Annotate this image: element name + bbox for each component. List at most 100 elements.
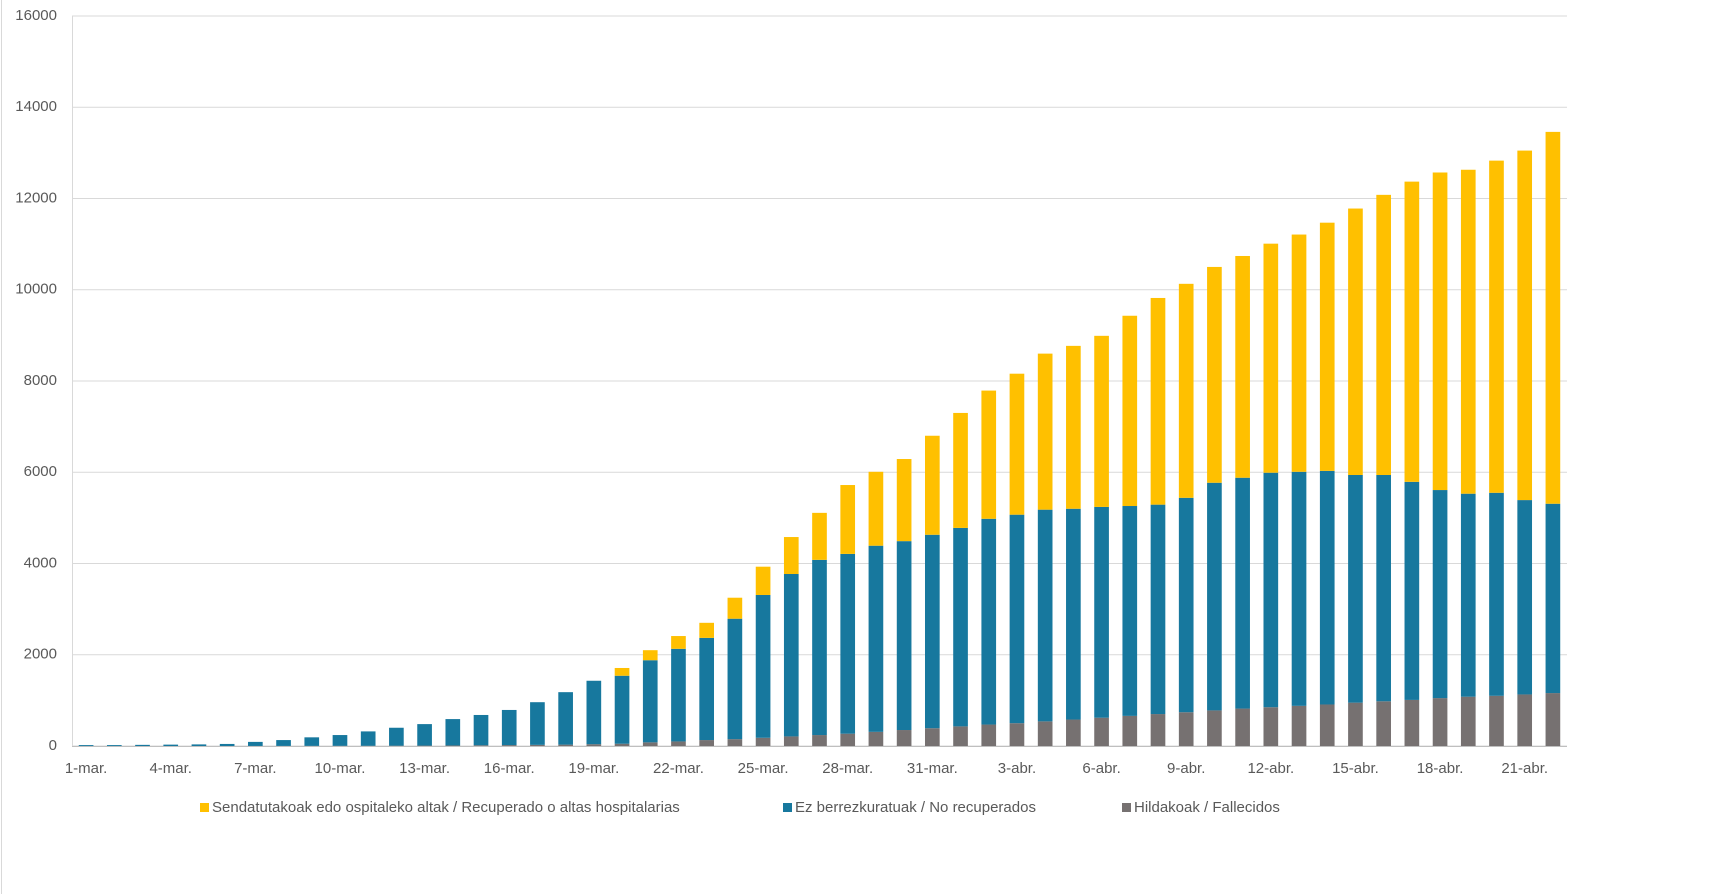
bar-segment: [642, 650, 658, 661]
bar-segment: [1319, 704, 1335, 746]
bar-segment: [1545, 131, 1561, 504]
legend-swatch: [1122, 803, 1131, 812]
bar-segment: [953, 412, 968, 528]
bar-segment: [1009, 723, 1025, 746]
bar-segment: [501, 709, 517, 746]
bar-segment: [840, 733, 856, 746]
bar-segment: [1009, 514, 1025, 724]
bar-segment: [332, 735, 348, 746]
bar-segment: [614, 667, 630, 676]
bar-segment: [1094, 717, 1109, 746]
bar-segment: [586, 680, 602, 745]
bar-segment: [783, 573, 799, 737]
bar-segment: [896, 459, 912, 542]
bar-segment: [1460, 493, 1476, 697]
bar-segment: [1066, 719, 1081, 746]
bar-segment: [1178, 283, 1194, 498]
bar-segment: [1291, 471, 1307, 706]
bar-segment: [1122, 715, 1138, 746]
bar-segment: [248, 741, 263, 746]
bar-segment: [1291, 234, 1307, 472]
bar-segment: [1376, 474, 1391, 702]
x-tick-label: 28-mar.: [822, 760, 873, 777]
bar-segment: [1263, 472, 1279, 708]
bar-segment: [1460, 696, 1476, 746]
bar-segment: [755, 594, 771, 738]
bar-segment: [727, 618, 743, 740]
bar-segment: [727, 597, 743, 619]
bar-segment: [1037, 509, 1053, 722]
x-tick-label: 10-mar.: [315, 760, 366, 777]
bar-segment: [1122, 315, 1138, 507]
bar-segment: [1094, 335, 1109, 507]
bar-segment: [1150, 297, 1166, 505]
bar-segment: [417, 724, 432, 746]
x-tick-label: 22-mar.: [653, 760, 704, 777]
x-tick-label: 6-abr.: [1082, 760, 1120, 777]
bar-segment: [868, 731, 884, 746]
bar-segment: [1009, 373, 1025, 515]
bar-segment: [1545, 503, 1561, 694]
x-tick-label: 25-mar.: [738, 760, 789, 777]
y-tick-label: 0: [49, 737, 57, 754]
bar-segment: [953, 726, 968, 746]
bar-segment: [445, 745, 461, 746]
legend-label: Ez berrezkuratuak / No recuperados: [795, 799, 1036, 816]
bar-segment: [1066, 508, 1081, 720]
bar-segment: [1235, 477, 1250, 709]
bar-segment: [1348, 208, 1363, 475]
legend-swatch: [200, 803, 209, 812]
bar-segment: [840, 553, 856, 734]
legend-swatch: [783, 803, 792, 812]
bar-segment: [671, 636, 686, 649]
bar-segment: [1404, 699, 1420, 746]
bar-segment: [1207, 266, 1222, 483]
bar-segment: [163, 744, 179, 746]
bar-segment: [868, 545, 884, 732]
bar-segment: [614, 675, 630, 744]
bar-segment: [389, 727, 404, 746]
bar-segment: [1348, 702, 1363, 746]
bar-segment: [1235, 708, 1250, 746]
bar-segment: [699, 622, 715, 638]
bar-segment: [191, 744, 207, 746]
bar-segment: [1150, 504, 1166, 715]
bar-segment: [1037, 721, 1053, 746]
x-tick-label: 9-abr.: [1167, 760, 1205, 777]
bar-segment: [1263, 243, 1279, 473]
bar-segment: [699, 740, 715, 746]
bar-segment: [924, 728, 940, 746]
bar-segment: [1517, 694, 1533, 746]
bar-segment: [1207, 710, 1222, 746]
bar-segment: [1460, 169, 1476, 494]
bar-segment: [1066, 345, 1081, 509]
y-tick-label: 2000: [24, 646, 57, 663]
bar-segment: [812, 512, 827, 560]
bar-segment: [1094, 506, 1109, 718]
bar-segment: [360, 731, 376, 746]
bar-segment: [1263, 707, 1279, 746]
bar-segment: [642, 742, 658, 746]
bar-segment: [1178, 497, 1194, 713]
bar-segment: [558, 744, 573, 746]
bar-segment: [586, 744, 602, 746]
bar-segment: [1489, 160, 1504, 493]
bar-segment: [1517, 150, 1533, 501]
bar-segment: [1319, 222, 1335, 471]
y-tick-label: 8000: [24, 372, 57, 389]
x-tick-label: 3-abr.: [998, 760, 1036, 777]
bar-segment: [783, 736, 799, 746]
bar-segment: [1432, 698, 1448, 746]
bar-segment: [473, 714, 489, 746]
bar-segment: [304, 737, 320, 746]
bar-segment: [473, 745, 489, 746]
x-tick-label: 13-mar.: [399, 760, 450, 777]
legend-label: Sendatutakoak edo ospitaleko altak / Rec…: [212, 799, 680, 816]
bar-segment: [924, 435, 940, 535]
bar-segment: [135, 744, 150, 746]
bar-segment: [1319, 470, 1335, 705]
bar-segment: [219, 743, 235, 746]
bar-segment: [896, 541, 912, 731]
